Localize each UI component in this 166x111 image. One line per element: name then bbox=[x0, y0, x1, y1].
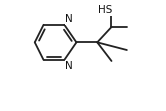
Text: HS: HS bbox=[98, 5, 112, 15]
Text: N: N bbox=[65, 14, 73, 24]
Text: N: N bbox=[65, 61, 73, 71]
